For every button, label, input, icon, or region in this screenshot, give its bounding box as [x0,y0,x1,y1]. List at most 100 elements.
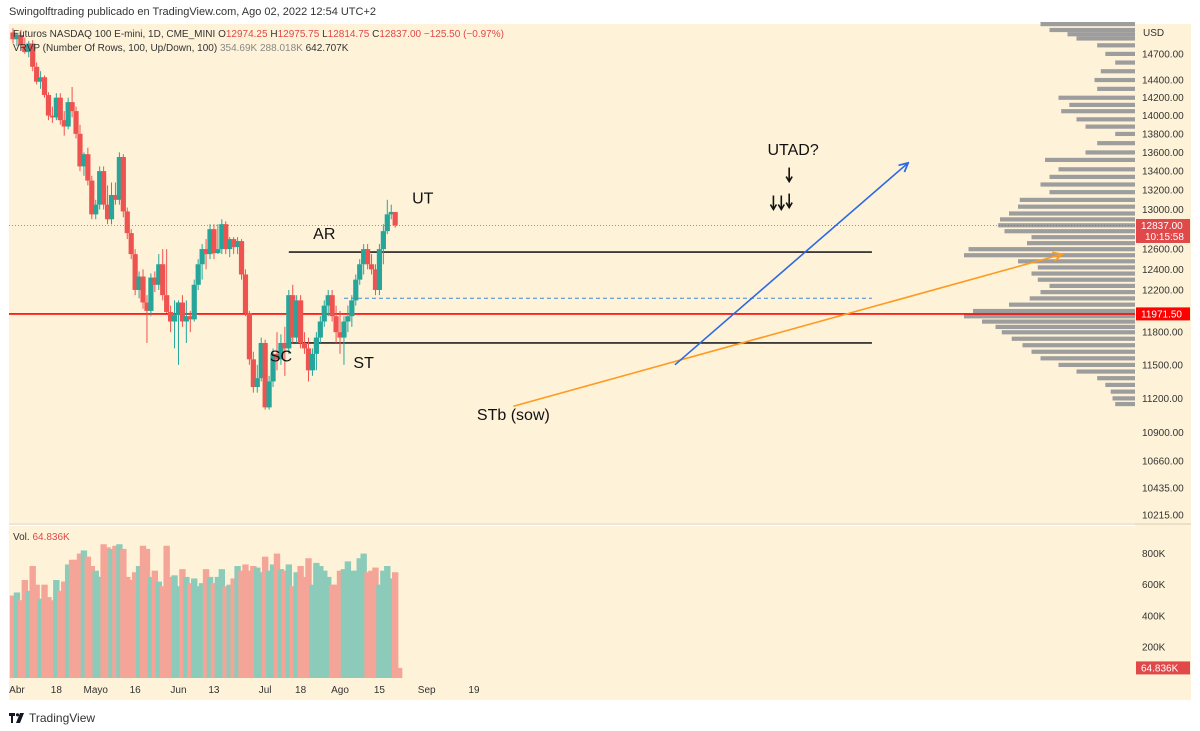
price-tick-label: 12200.00 [1142,285,1184,296]
annotation-label: STb (sow) [477,407,550,424]
candle [124,207,130,240]
volume-bar [155,581,162,678]
candle [384,199,390,235]
down-arrow-icon [785,193,793,210]
candle [183,300,189,343]
candle [140,269,146,309]
candle-body [231,239,237,248]
volume-profile-row [968,247,1135,252]
volume-profile-row [1022,343,1135,348]
candle [156,254,162,290]
volume-bar [380,570,387,678]
candle-body [26,43,32,53]
candle-body [294,300,300,338]
volume-bar [242,564,249,678]
volume-profile-row [1049,174,1135,179]
volume-bar [368,570,375,678]
volume-bar [88,566,95,678]
time-tick-label: Sep [418,685,436,696]
candle [191,279,197,322]
chart[interactable]: SC AR ST UT STb (sow) UTAD? USD 14700.00 14400.0… [0,0,1200,706]
candle [26,40,32,58]
volume-profile-row [1011,336,1135,341]
volume-bar [384,566,391,678]
volume-bar [206,576,214,678]
volume-bar [147,576,155,678]
candle [365,244,371,270]
tradingview-brand[interactable]: TradingView [9,711,95,725]
candle-body [10,32,16,40]
volume-profile-row [1037,277,1135,282]
volume-bar [29,566,36,678]
volume-profile-row [1115,131,1135,137]
volume-profile-row [1097,43,1135,48]
price-tick-label: 10215.00 [1142,510,1184,521]
volume-bar [313,562,320,678]
candle [266,375,272,410]
candle-body [365,249,371,265]
candle [242,269,249,317]
candle-body [37,77,44,82]
candle [298,295,304,349]
candle-body [175,302,182,316]
volume-bar [49,600,56,678]
volume-bar [13,592,21,678]
volume-bar [372,567,379,678]
volume-bar [175,586,182,678]
candle [203,239,209,270]
volume-bar [187,583,194,678]
candle-body [321,305,327,322]
candle [195,259,201,290]
candle-body [81,154,87,167]
volume-profile-row [1037,265,1135,270]
candle [341,316,347,365]
candle-body [152,277,158,285]
candle-body [199,249,205,265]
candle-body [22,45,28,53]
candle [168,305,174,333]
candle [262,339,268,410]
volume-label: Vol. [13,532,30,543]
candle [231,237,237,255]
volume-bar [151,570,159,678]
volume-bar [391,572,399,678]
candle-body [85,154,91,181]
volume-profile-row [1058,95,1135,100]
down-arrow-icon [777,195,785,212]
volume-bar [258,572,265,678]
candle [37,71,44,89]
candle-body [14,34,20,40]
volume-bar [265,570,273,678]
candle [61,111,67,136]
ohlc-open: O12974.25 [218,29,268,40]
volume-profile-row [1097,376,1135,381]
price-tick-label: 10660.00 [1142,456,1184,467]
candle [116,152,122,205]
volume-bar [135,566,143,678]
candle-body [313,337,319,354]
candle-body [207,229,213,255]
candle [93,199,99,220]
volume-value: 64.836K [32,532,70,543]
candle-body [329,295,335,317]
candle-body [227,239,233,250]
candle [282,326,288,376]
vrvp-value-total: 642.707K [305,43,349,54]
candle-body [341,321,347,338]
volume-bar [364,572,371,678]
candle [357,259,363,285]
volume-profile-row [1058,362,1135,368]
volume-bar [131,572,139,678]
volume-bar [360,553,367,678]
candle-body [101,171,107,205]
volume-tick-label: 600K [1142,580,1166,591]
annotation-label: UTAD? [767,142,818,159]
volume-bar [68,559,76,678]
volume-profile-row [995,324,1135,330]
volume-profile [964,22,1135,407]
volume-bar [194,586,202,678]
volume-bar [356,558,363,678]
candle [337,310,343,354]
candle-body [191,284,197,320]
